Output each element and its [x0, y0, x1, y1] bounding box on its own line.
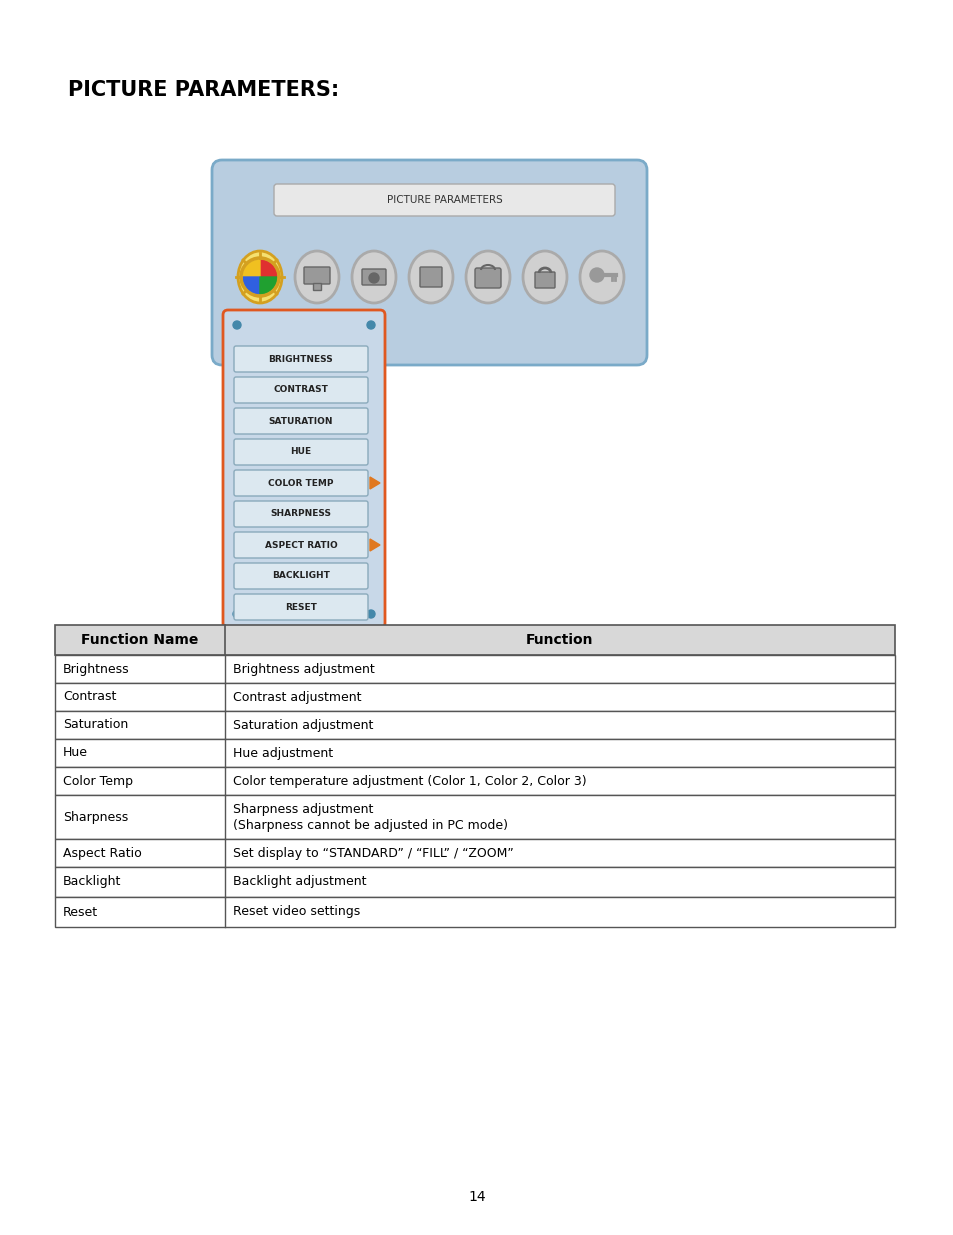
- Ellipse shape: [522, 251, 566, 303]
- Text: Saturation adjustment: Saturation adjustment: [233, 719, 373, 731]
- Ellipse shape: [294, 251, 338, 303]
- Bar: [55, 767, 894, 795]
- Bar: [55, 839, 894, 867]
- Text: SHARPNESS: SHARPNESS: [271, 510, 331, 519]
- Text: RESET: RESET: [285, 603, 316, 611]
- FancyBboxPatch shape: [233, 438, 368, 466]
- Bar: [55, 867, 894, 897]
- Bar: [55, 625, 894, 655]
- Text: HUE: HUE: [290, 447, 312, 457]
- Text: Hue adjustment: Hue adjustment: [233, 746, 333, 760]
- Bar: [55, 711, 894, 739]
- Text: CONTRAST: CONTRAST: [274, 385, 328, 394]
- Text: Color temperature adjustment (Color 1, Color 2, Color 3): Color temperature adjustment (Color 1, C…: [233, 774, 586, 788]
- Text: BACKLIGHT: BACKLIGHT: [272, 572, 330, 580]
- FancyBboxPatch shape: [212, 161, 646, 366]
- FancyBboxPatch shape: [475, 268, 500, 288]
- Text: Reset video settings: Reset video settings: [233, 905, 360, 919]
- Text: Brightness: Brightness: [63, 662, 130, 676]
- Text: ASPECT RATIO: ASPECT RATIO: [264, 541, 337, 550]
- Text: PICTURE PARAMETERS:: PICTURE PARAMETERS:: [68, 80, 339, 100]
- FancyBboxPatch shape: [233, 532, 368, 558]
- Ellipse shape: [465, 251, 510, 303]
- Text: Brightness adjustment: Brightness adjustment: [233, 662, 375, 676]
- Text: COLOR TEMP: COLOR TEMP: [268, 478, 334, 488]
- Text: Set display to “STANDARD” / “FILL” / “ZOOM”: Set display to “STANDARD” / “FILL” / “ZO…: [233, 846, 514, 860]
- FancyBboxPatch shape: [535, 272, 555, 288]
- Text: Saturation: Saturation: [63, 719, 128, 731]
- Text: Contrast: Contrast: [63, 690, 116, 704]
- Text: Reset: Reset: [63, 905, 98, 919]
- Bar: [55, 683, 894, 711]
- FancyBboxPatch shape: [233, 346, 368, 372]
- Ellipse shape: [409, 251, 453, 303]
- FancyBboxPatch shape: [233, 563, 368, 589]
- FancyBboxPatch shape: [419, 267, 441, 287]
- Polygon shape: [243, 261, 260, 277]
- Polygon shape: [260, 261, 276, 277]
- Text: Color Temp: Color Temp: [63, 774, 132, 788]
- Circle shape: [367, 321, 375, 329]
- Text: PICTURE PARAMETERS: PICTURE PARAMETERS: [386, 195, 502, 205]
- Bar: [55, 739, 894, 767]
- Text: 14: 14: [468, 1191, 485, 1204]
- Text: Function: Function: [526, 634, 593, 647]
- Text: (Sharpness cannot be adjusted in PC mode): (Sharpness cannot be adjusted in PC mode…: [233, 819, 507, 831]
- FancyBboxPatch shape: [233, 377, 368, 403]
- Text: SATURATION: SATURATION: [269, 416, 333, 426]
- FancyBboxPatch shape: [223, 310, 385, 629]
- Circle shape: [589, 268, 603, 282]
- FancyBboxPatch shape: [233, 471, 368, 496]
- Polygon shape: [370, 538, 379, 551]
- Polygon shape: [243, 277, 260, 294]
- Text: BRIGHTNESS: BRIGHTNESS: [269, 354, 333, 363]
- Circle shape: [369, 273, 378, 283]
- FancyBboxPatch shape: [233, 594, 368, 620]
- Bar: [55, 795, 894, 839]
- Polygon shape: [260, 277, 276, 294]
- Circle shape: [233, 321, 241, 329]
- Text: Hue: Hue: [63, 746, 88, 760]
- Text: Function Name: Function Name: [81, 634, 198, 647]
- Bar: [55, 655, 894, 683]
- Text: Sharpness: Sharpness: [63, 810, 128, 824]
- Bar: [55, 897, 894, 927]
- Text: Backlight adjustment: Backlight adjustment: [233, 876, 366, 888]
- Text: Backlight: Backlight: [63, 876, 121, 888]
- FancyBboxPatch shape: [304, 267, 330, 284]
- Ellipse shape: [237, 251, 282, 303]
- Bar: [313, 283, 320, 290]
- Ellipse shape: [579, 251, 623, 303]
- FancyBboxPatch shape: [274, 184, 615, 216]
- Circle shape: [233, 610, 241, 618]
- Text: Aspect Ratio: Aspect Ratio: [63, 846, 142, 860]
- Ellipse shape: [352, 251, 395, 303]
- FancyBboxPatch shape: [361, 269, 386, 285]
- Text: Contrast adjustment: Contrast adjustment: [233, 690, 361, 704]
- Polygon shape: [370, 477, 379, 489]
- Circle shape: [367, 610, 375, 618]
- FancyBboxPatch shape: [233, 501, 368, 527]
- Text: Sharpness adjustment: Sharpness adjustment: [233, 803, 373, 815]
- FancyBboxPatch shape: [233, 408, 368, 433]
